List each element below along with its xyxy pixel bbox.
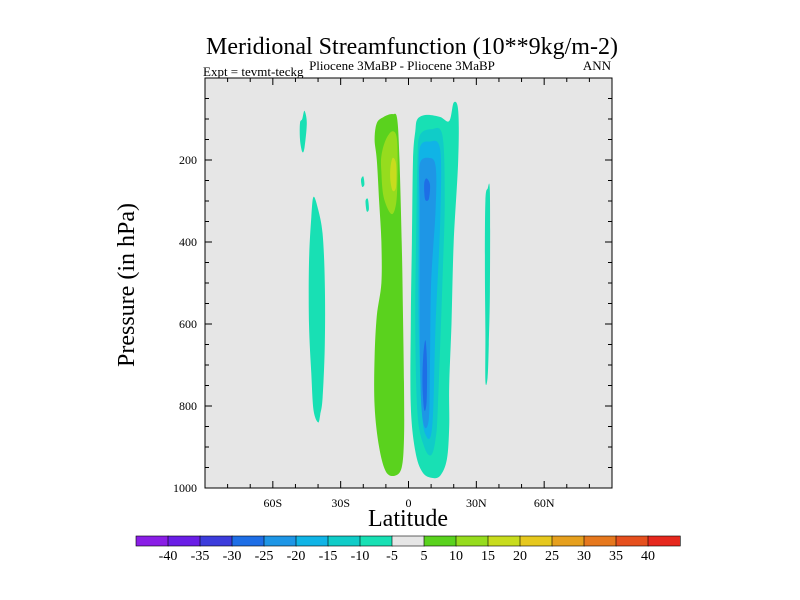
colorbar-swatch (359, 535, 393, 547)
chart-title: Meridional Streamfunction (10**9kg/m-2) (206, 34, 618, 60)
colorbar-swatch (583, 535, 617, 547)
contour-region-nh-thin (484, 183, 491, 386)
colorbar-swatch (519, 535, 553, 547)
contour-region-positive-cell (374, 113, 405, 477)
colorbar-swatch (423, 535, 457, 547)
colorbar-swatch (455, 535, 489, 547)
axes-layer: 60S 30S 0 30N 60N 200 400 600 800 1000 (173, 78, 612, 510)
x-tick-label: 30N (466, 496, 487, 510)
colorbar-label: 15 (481, 549, 495, 564)
colorbar-swatch (295, 535, 329, 547)
colorbar-swatch (231, 535, 265, 547)
colorbar-label: -40 (159, 549, 178, 564)
contour-region-negative-25-lower (422, 340, 428, 412)
colorbar-label: -15 (319, 549, 338, 564)
colorbar-label: 40 (641, 549, 655, 564)
contour-region-sh-cell-mid (308, 196, 326, 423)
contour-region-small-blob-2 (365, 198, 369, 212)
colorbar-swatch (647, 535, 681, 547)
plot-area (205, 78, 612, 488)
colorbar-swatch (263, 535, 297, 547)
colorbar-swatch (135, 535, 169, 547)
contour-region-positive-core (380, 131, 398, 215)
colorbar-label: 35 (609, 549, 623, 564)
colorbar-label: -35 (191, 549, 210, 564)
experiment-period-label: Pliocene 3MaBP - Pliocene 3MaBP (309, 58, 495, 73)
contour-region-negative-25-upper (424, 178, 431, 201)
y-tick-label: 1000 (173, 481, 197, 495)
y-tick-label: 200 (179, 153, 197, 167)
colorbar-swatch (391, 535, 425, 547)
y-tick-label: 600 (179, 317, 197, 331)
contour-region-sh-cell-thin (299, 110, 307, 153)
contour-region-small-blob-1 (360, 176, 365, 187)
colorbar-label: 20 (513, 549, 527, 564)
colorbar-label: -25 (255, 549, 274, 564)
x-tick-label: 30S (331, 496, 350, 510)
experiment-label: Expt = tevmt-teckg (203, 64, 304, 79)
y-tick-label: 800 (179, 399, 197, 413)
colorbar-label: -5 (386, 549, 398, 564)
colorbar-label: 10 (449, 549, 463, 564)
contour-layer (299, 101, 491, 479)
colorbar-swatch (167, 535, 201, 547)
y-tick-label: 400 (179, 235, 197, 249)
colorbar-label: -10 (351, 549, 370, 564)
colorbar-label: 5 (421, 549, 428, 564)
colorbar-swatch (199, 535, 233, 547)
colorbar-label: -20 (287, 549, 306, 564)
colorbar-swatch (327, 535, 361, 547)
colorbar-swatch (615, 535, 649, 547)
y-axis-label: Pressure (in hPa) (114, 203, 140, 367)
contour-region-positive-peak (390, 157, 397, 192)
x-tick-label: 60N (534, 496, 555, 510)
colorbar: -40 -35 -30 -25 -20 -15 -10 -5 5 10 15 20 25 30 35 40 (135, 535, 681, 564)
colorbar-label: -30 (223, 549, 242, 564)
x-axis-label: Latitude (368, 506, 448, 532)
season-label: ANN (583, 58, 612, 73)
colorbar-swatch (551, 535, 585, 547)
colorbar-label: 25 (545, 549, 559, 564)
colorbar-label: 30 (577, 549, 591, 564)
x-tick-label: 60S (263, 496, 282, 510)
colorbar-swatch (487, 535, 521, 547)
x-tick-label: 0 (406, 496, 412, 510)
